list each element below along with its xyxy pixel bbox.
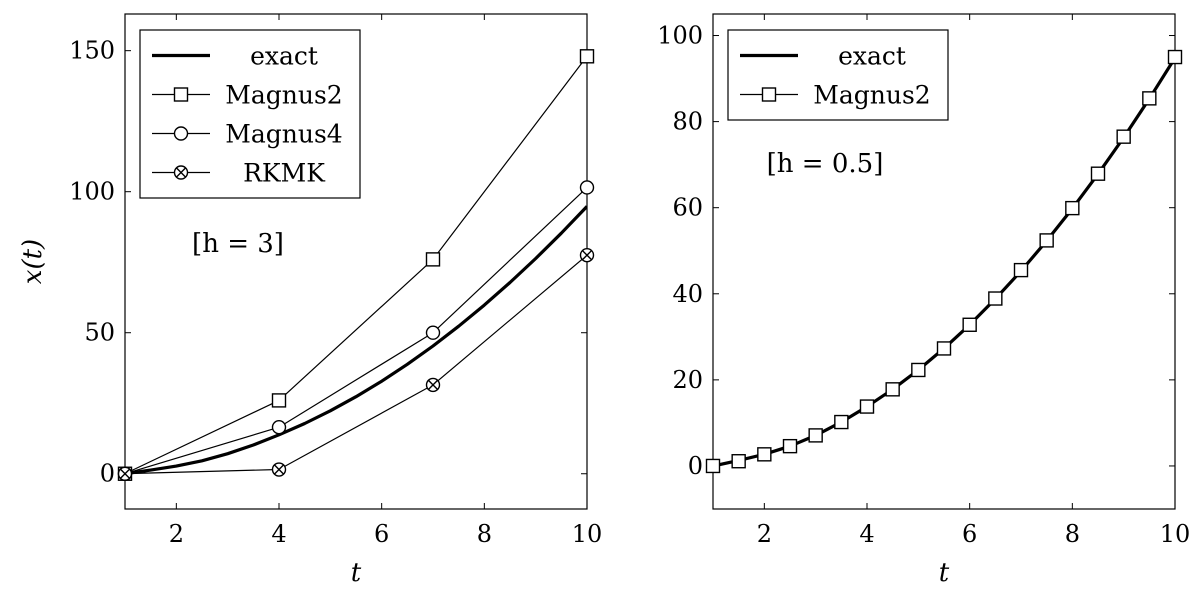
chart2-ytick-label: 100	[657, 22, 703, 50]
chart2-ytick-label: 60	[672, 194, 703, 222]
chart1-legend: exact Magnus2 Magnus4 RKMK	[139, 29, 361, 199]
chart1-series-magnus2-line	[125, 55, 587, 475]
chart2-series-magnus2-point	[988, 291, 1003, 306]
chart1-series-rkmk-point	[117, 466, 133, 481]
chart2-series-magnus2-point	[936, 341, 952, 356]
chart2-series-magnus2-point	[834, 414, 849, 430]
chart1-legend-rkmk-label: RKMK	[243, 159, 326, 188]
chart2-series-magnus2-point	[808, 428, 823, 443]
chart1-legend-rkmk-marker	[173, 165, 189, 180]
chart2-xtick-label: 10	[1160, 520, 1191, 548]
chart1-xtick-label: 4	[271, 520, 286, 548]
chart2-series-magnus2-point	[1065, 200, 1080, 216]
chart2-ytick-label: 40	[672, 280, 703, 308]
chart2-legend-exact-label: exact	[838, 42, 906, 71]
chart2-series-magnus2-point	[731, 454, 746, 469]
chart2-legend-magnus2-label: Magnus2	[813, 81, 930, 110]
chart2-xtick-label: 6	[962, 520, 977, 548]
chart1-legend-magnus4-marker	[173, 126, 189, 141]
chart2-series-magnus2-point	[1013, 262, 1029, 278]
chart1-ytick-label: 50	[84, 319, 115, 347]
chart2-legend-magnus2-marker	[761, 87, 777, 102]
chart2-series-magnus2-point	[859, 399, 875, 414]
chart1-series-magnus4-line	[125, 187, 587, 475]
chart1-y-axis-label: x(t)	[18, 239, 48, 284]
chart1-series-rkmk-point	[271, 462, 287, 477]
chart1-annotation: [h = 3]	[192, 229, 284, 259]
chart2-x-axis-label: t	[939, 558, 950, 588]
chart1-series-magnus4-point	[579, 180, 595, 195]
chart1-ytick-label: 0	[100, 460, 115, 488]
chart2-series-magnus2-point	[885, 382, 900, 397]
chart1-series-exact-line	[125, 205, 587, 476]
chart2-series-magnus2-point	[962, 317, 977, 332]
chart2-series-magnus2-point	[1142, 91, 1157, 106]
chart2-series-magnus2-point	[1090, 166, 1106, 181]
chart2-xtick-label: 8	[1065, 520, 1080, 548]
chart2-series-magnus2-point	[782, 438, 798, 454]
chart2-ytick-label: 80	[672, 108, 703, 136]
chart2-xtick-label: 2	[757, 520, 772, 548]
chart2-series-magnus2-point	[1039, 233, 1054, 248]
chart1-legend-exact-label: exact	[250, 42, 318, 71]
chart1-x-axis-label: t	[351, 558, 362, 588]
chart2-series-magnus2-point	[911, 362, 926, 378]
chart1-legend-magnus2-marker	[173, 87, 189, 102]
chart1-legend-magnus4-label: Magnus4	[225, 120, 342, 149]
chart2-plot-frame	[712, 13, 1176, 510]
chart1-legend-magnus2-label: Magnus2	[225, 81, 342, 110]
chart1-series-magnus4-point	[425, 325, 441, 340]
chart2-annotation: [h = 0.5]	[767, 149, 884, 179]
chart1-series-rkmk-line	[125, 254, 587, 475]
chart1-xtick-label: 2	[169, 520, 184, 548]
chart1-xtick-label: 8	[477, 520, 492, 548]
chart2-ytick-label: 20	[672, 366, 703, 394]
chart2-ytick-label: 0	[688, 452, 703, 480]
chart2-series-magnus2-point	[1167, 49, 1183, 65]
chart2-series-magnus2-point	[757, 447, 772, 462]
chart1-series-magnus2-point	[579, 49, 595, 64]
chart1-series-rkmk-point	[425, 377, 441, 393]
chart2-xtick-label: 4	[859, 520, 874, 548]
chart1-plot-area	[125, 55, 587, 476]
chart1-xtick-label: 10	[572, 520, 603, 548]
chart2-legend-box	[727, 29, 949, 121]
chart1-ytick-label: 100	[69, 178, 115, 206]
chart2-series-magnus2-point	[1116, 129, 1131, 144]
chart1-ytick-label: 150	[69, 37, 115, 65]
chart1-series-rkmk-point	[579, 247, 595, 263]
chart1-xtick-label: 6	[374, 520, 389, 548]
chart2-series-magnus2-point	[705, 458, 721, 474]
chart1-series-magnus2-point	[271, 393, 287, 408]
chart2-legend: exact Magnus2	[727, 29, 949, 121]
chart1: 2 4 6 8 10050100150tx(t)exactMagnus2Magnus4R…	[18, 13, 603, 588]
chart1-series-magnus4-point	[271, 420, 287, 435]
chart1-series-magnus2-point	[425, 252, 441, 267]
